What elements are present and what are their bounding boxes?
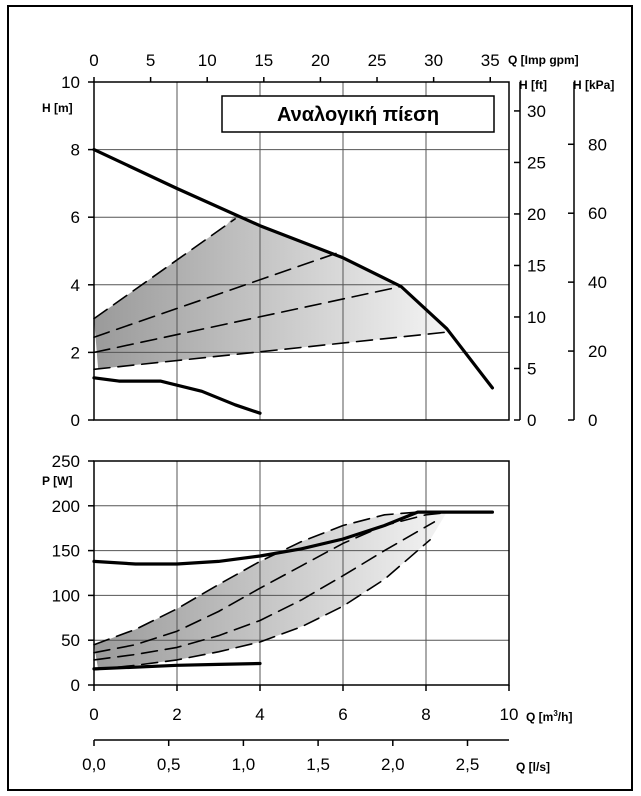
top-axis-tick-label: 30: [424, 51, 443, 70]
head-y-tick-label: 8: [71, 141, 80, 160]
power-y-tick-label: 50: [61, 631, 80, 650]
head-dashed-curve-5: [93, 331, 448, 371]
head-solid-curve-0: [92, 148, 494, 390]
title-box: [221, 95, 495, 133]
top-axis-tick-label: 25: [368, 51, 387, 70]
right-ft-tick-label: 20: [527, 205, 546, 224]
top-axis-tick-label: 10: [198, 51, 217, 70]
ls-axis-tick-label: 1,0: [232, 755, 256, 774]
power-dashed-curve-2: [93, 511, 419, 646]
right-ft-tick-label: 0: [527, 411, 536, 430]
right-kpa-tick-label: 60: [588, 204, 607, 223]
power-dashed-curve-5: [93, 539, 431, 671]
right-kpa-tick-label: 0: [588, 411, 597, 430]
power-y-tick-label: 200: [52, 497, 80, 516]
right-kpa-axis-unit: H [kPa]: [573, 78, 614, 92]
power-y-tick-label: 0: [71, 676, 80, 695]
power-dashed-curve-4: [93, 521, 436, 661]
top-axis-tick-label: 35: [481, 51, 500, 70]
power-solid-curve-1: [92, 661, 262, 671]
head-plot-frame: [93, 81, 510, 421]
top-axis-tick-label: 5: [146, 51, 155, 70]
ls-axis-tick-label: 2,0: [381, 755, 405, 774]
x-axis-tick-label: 2: [172, 705, 181, 724]
head-y-tick-label: 6: [71, 208, 80, 227]
top-axis-tick-label: 15: [254, 51, 273, 70]
head-y-tick-label: 10: [61, 73, 80, 92]
ls-axis-tick-label: 0,5: [157, 755, 181, 774]
head-dashed-curve-2: [93, 218, 236, 320]
head-dashed-curve-4: [93, 285, 402, 354]
power-plot-frame: [93, 460, 510, 686]
top-axis-unit: Q [Imp gpm]: [508, 53, 579, 67]
x-axis-unit-m3h: Q [m3/h]: [526, 709, 572, 724]
x-axis-tick-label: 10: [500, 705, 519, 724]
right-kpa-tick-label: 80: [588, 135, 607, 154]
right-kpa-tick-label: 40: [588, 273, 607, 292]
power-y-tick-label: 100: [52, 586, 80, 605]
x-axis-tick-label: 4: [255, 705, 264, 724]
power-y-tick-label: 150: [52, 542, 80, 561]
head-y-tick-label: 0: [71, 411, 80, 430]
right-ft-tick-label: 25: [527, 153, 546, 172]
chart-title: Αναλογική πίεση: [277, 104, 439, 126]
right-kpa-tick-label: 20: [588, 342, 607, 361]
top-axis-tick-label: 20: [311, 51, 330, 70]
power-solid-curve-0: [92, 510, 494, 566]
x-axis-unit-ls: Q [l/s]: [516, 760, 550, 774]
ls-axis-tick-label: 1,5: [306, 755, 330, 774]
y-axis-unit-head: H [m]: [42, 101, 73, 115]
head-shaded-region: [94, 214, 447, 369]
right-ft-tick-label: 5: [527, 359, 536, 378]
x-axis-tick-label: 8: [421, 705, 430, 724]
ls-axis-tick-label: 0,0: [82, 755, 106, 774]
right-ft-tick-label: 30: [527, 102, 546, 121]
head-solid-curve-1: [92, 376, 262, 415]
right-ft-tick-label: 15: [527, 256, 546, 275]
right-ft-axis-unit: H [ft]: [519, 78, 547, 92]
power-shaded-region: [94, 512, 447, 670]
head-y-tick-label: 2: [71, 343, 80, 362]
head-dashed-curve-3: [93, 250, 344, 338]
x-axis-tick-label: 0: [89, 705, 98, 724]
right-ft-tick-label: 10: [527, 308, 546, 327]
power-dashed-curve-3: [93, 511, 452, 654]
head-y-tick-label: 4: [71, 276, 80, 295]
power-y-tick-label: 250: [52, 452, 80, 471]
x-axis-tick-label: 6: [338, 705, 347, 724]
ls-axis-tick-label: 2,5: [456, 755, 480, 774]
top-axis-tick-label: 0: [89, 51, 98, 70]
y-axis-unit-power: P [W]: [42, 474, 72, 488]
